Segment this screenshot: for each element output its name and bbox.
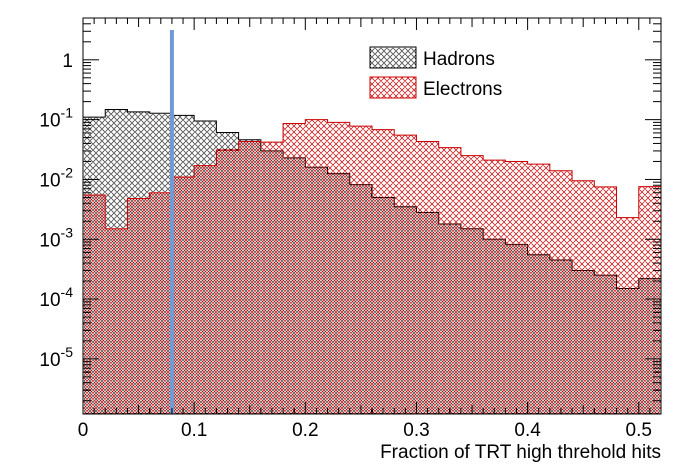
bin-electrons — [349, 126, 372, 414]
y-tick-label: 10-3 — [39, 224, 73, 251]
bin-electrons — [305, 119, 328, 414]
legend-swatch-electrons — [369, 76, 417, 99]
bin-electrons — [216, 150, 239, 414]
bin-electrons — [372, 129, 395, 414]
bin-electrons — [327, 122, 350, 414]
y-tick-label: 10-2 — [39, 164, 73, 191]
x-tick-label: 0.5 — [626, 420, 652, 441]
bin-electrons — [127, 198, 150, 414]
x-tick-label: 0.1 — [181, 420, 207, 441]
bin-electrons — [194, 165, 217, 414]
x-tick-label: 0.2 — [292, 420, 318, 441]
y-tick-label: 10-1 — [39, 105, 73, 132]
bin-electrons — [460, 155, 484, 414]
y-tick-label: 1 — [62, 51, 73, 72]
legend-label-electrons: Electrons — [423, 79, 502, 100]
bin-electrons — [283, 123, 306, 414]
x-tick-label: 0.3 — [403, 420, 429, 441]
x-tick-label: 0.4 — [514, 420, 541, 441]
bin-electrons — [438, 147, 461, 414]
bin-electrons — [238, 141, 261, 414]
bin-electrons — [260, 142, 284, 414]
bin-electrons — [572, 180, 595, 414]
bin-electrons — [105, 228, 128, 414]
legend-label-hadrons: Hadrons — [423, 49, 495, 70]
bin-electrons — [616, 217, 639, 414]
legend: Hadrons Electrons — [369, 46, 502, 100]
bin-electrons — [594, 186, 617, 414]
x-tick-label: 0 — [78, 420, 89, 441]
legend-swatch-hadrons — [369, 46, 417, 69]
series-electrons — [83, 119, 661, 414]
y-tick-label: 10-4 — [39, 284, 73, 311]
bin-electrons — [149, 192, 172, 414]
bin-electrons — [394, 135, 417, 414]
bin-electrons — [638, 186, 661, 414]
x-axis-title: Fraction of TRT high threhold hits — [380, 442, 661, 463]
bin-electrons — [505, 161, 528, 414]
bin-electrons — [527, 164, 550, 414]
y-tick-label: 10-5 — [39, 344, 73, 371]
bin-electrons — [549, 170, 573, 414]
bin-electrons — [483, 160, 506, 414]
bin-electrons — [416, 141, 439, 414]
bin-electrons — [171, 176, 195, 414]
